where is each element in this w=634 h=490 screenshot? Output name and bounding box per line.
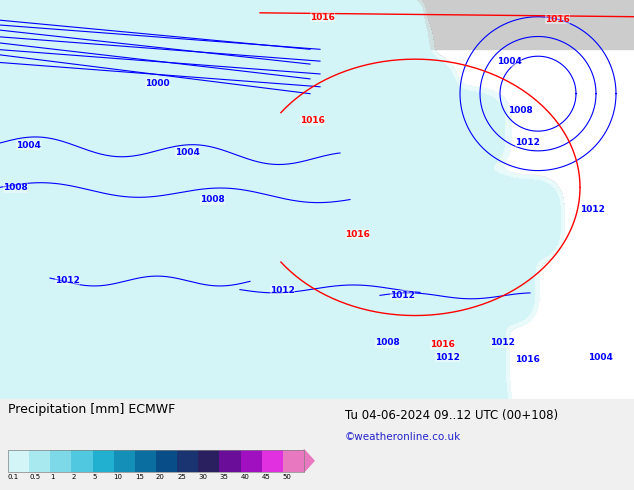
Bar [0, 0, 200, 64]
Text: 1012: 1012 [580, 205, 605, 214]
Bar [240, 450, 262, 472]
Text: 1012: 1012 [270, 286, 295, 295]
Bar [8, 450, 29, 472]
Text: 1004: 1004 [175, 148, 200, 157]
Text: 1016: 1016 [430, 340, 455, 349]
Text: 20: 20 [156, 474, 165, 480]
Bar [177, 450, 198, 472]
Bar [8, 450, 304, 472]
Text: 1016: 1016 [345, 230, 370, 239]
Text: 1008: 1008 [3, 183, 28, 192]
Text: 1016: 1016 [545, 15, 570, 24]
Text: 40: 40 [240, 474, 249, 480]
Text: Precipitation [mm] ECMWF: Precipitation [mm] ECMWF [8, 403, 175, 416]
Text: 1012: 1012 [435, 353, 460, 362]
Text: 1012: 1012 [490, 338, 515, 347]
Text: 1008: 1008 [508, 106, 533, 116]
Text: 1008: 1008 [375, 338, 400, 347]
Text: 1004: 1004 [16, 141, 41, 150]
Bar [93, 450, 113, 472]
Text: 25: 25 [177, 474, 186, 480]
Text: 0.5: 0.5 [29, 474, 41, 480]
Bar [283, 450, 304, 472]
Text: 1: 1 [50, 474, 55, 480]
Bar [135, 450, 156, 472]
Text: 10: 10 [113, 474, 123, 480]
Bar [262, 450, 283, 472]
Text: 1008: 1008 [200, 195, 224, 204]
Text: 15: 15 [135, 474, 144, 480]
Text: 1012: 1012 [55, 276, 80, 285]
Text: 2: 2 [72, 474, 76, 480]
Text: 0.1: 0.1 [8, 474, 19, 480]
Text: 1004: 1004 [497, 57, 522, 66]
Text: 1004: 1004 [588, 353, 613, 362]
Bar [72, 450, 93, 472]
Text: 1012: 1012 [515, 138, 540, 147]
Bar [156, 450, 177, 472]
Bar [113, 450, 135, 472]
Text: Tu 04-06-2024 09..12 UTC (00+108): Tu 04-06-2024 09..12 UTC (00+108) [345, 410, 558, 422]
Bar [198, 450, 219, 472]
Text: 50: 50 [283, 474, 292, 480]
Text: 1016: 1016 [310, 13, 335, 22]
Text: 1016: 1016 [300, 116, 325, 125]
Bar [29, 450, 50, 472]
Text: 35: 35 [219, 474, 228, 480]
Text: 45: 45 [262, 474, 271, 480]
Bar [50, 450, 72, 472]
Text: 1012: 1012 [390, 291, 415, 300]
Bar [219, 450, 240, 472]
Polygon shape [304, 450, 314, 472]
Text: 5: 5 [93, 474, 97, 480]
Text: ©weatheronline.co.uk: ©weatheronline.co.uk [345, 432, 462, 441]
Text: 30: 30 [198, 474, 207, 480]
Text: 1000: 1000 [145, 79, 170, 88]
Text: 1016: 1016 [515, 355, 540, 364]
Bar [0, 0, 634, 49]
